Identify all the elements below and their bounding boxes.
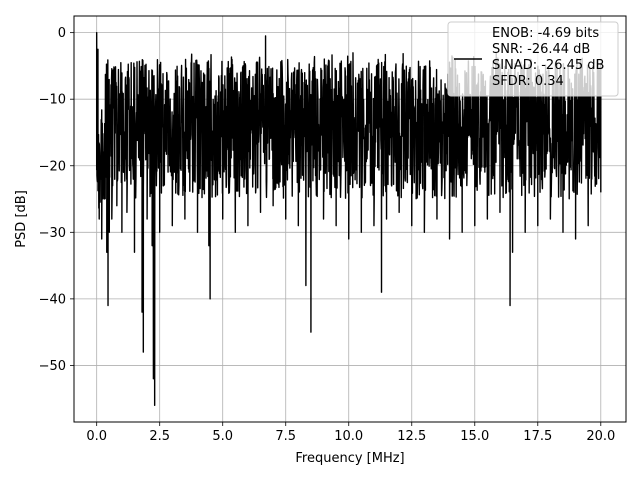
x-axis: 0.0 2.5 5.0 7.5 10.0 12.5 15.0 17.5 20.0 — [86, 422, 615, 444]
y-tick-label: −50 — [39, 359, 66, 374]
y-tick-label: −40 — [39, 292, 66, 307]
legend-snr: SNR: -26.44 dB — [492, 42, 590, 57]
x-tick-label: 17.5 — [523, 429, 552, 444]
y-tick-label: −30 — [39, 226, 66, 241]
legend: ENOB: -4.69 bits SNR: -26.44 dB SINAD: -… — [447, 21, 619, 97]
x-tick-label: 7.5 — [275, 429, 296, 444]
x-axis-label: Frequency [MHz] — [295, 451, 404, 466]
x-tick-label: 15.0 — [460, 429, 489, 444]
x-tick-label: 2.5 — [149, 429, 170, 444]
legend-sinad: SINAD: -26.45 dB — [492, 58, 604, 73]
legend-box — [447, 21, 619, 97]
plot-frame — [73, 15, 627, 423]
y-axis: 0 −10 −20 −30 −40 −50 — [39, 26, 74, 374]
y-tick-label: 0 — [58, 26, 66, 41]
y-axis-label: PSD [dB] — [14, 190, 29, 248]
x-tick-label: 12.5 — [397, 429, 426, 444]
x-tick-label: 5.0 — [212, 429, 233, 444]
y-tick-label: −20 — [39, 159, 66, 174]
x-tick-label: 10.0 — [334, 429, 363, 444]
x-tick-label: 0.0 — [86, 429, 107, 444]
legend-enob: ENOB: -4.69 bits — [492, 26, 599, 41]
x-tick-label: 20.0 — [586, 429, 615, 444]
y-tick-label: −10 — [39, 93, 66, 108]
legend-sfdr: SFDR: 0.34 — [492, 74, 564, 89]
